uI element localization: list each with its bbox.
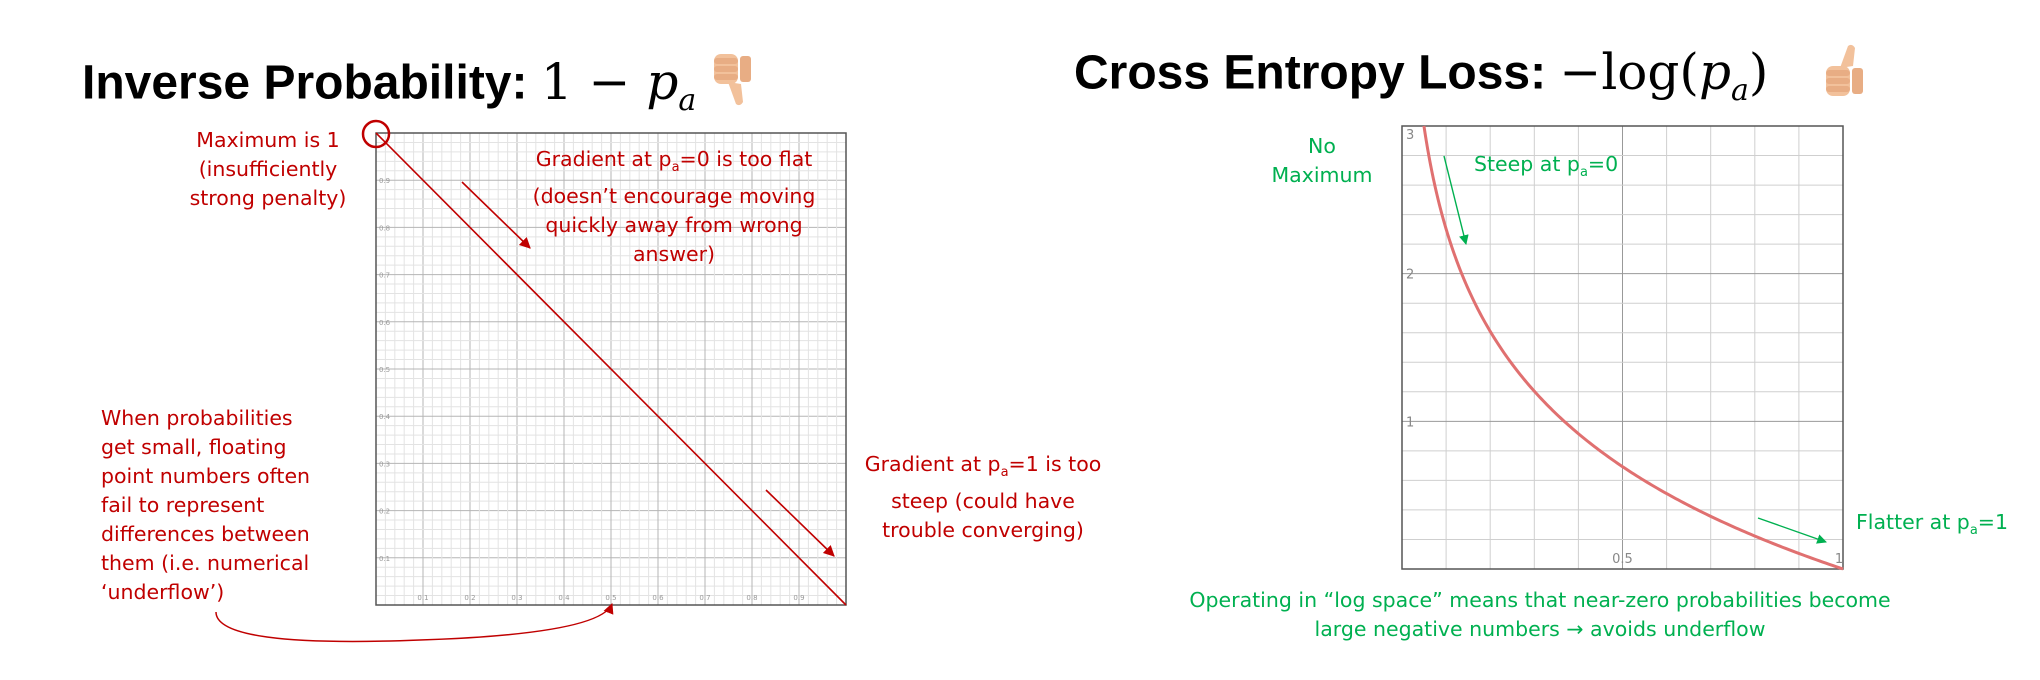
- log-space-note: Operating in “log space” means that near…: [1189, 588, 1891, 641]
- grad0-note: Gradient at pa=0 is too flat (doesn’t en…: [532, 147, 816, 267]
- grad1-note: Gradient at pa=1 is too steep (could hav…: [864, 452, 1102, 543]
- y-tick-label: 0.7: [379, 272, 390, 280]
- flatter-note: Flatter at pa=1: [1856, 510, 2009, 539]
- y-tick-label: 0.2: [379, 508, 390, 516]
- right-panel-title: Cross Entropy Loss: −log(pa): [1074, 42, 1866, 110]
- thumbs-down-icon: [710, 52, 754, 120]
- y-tick-label: 0.3: [379, 460, 390, 468]
- right-title-formula: −log(pa): [1559, 42, 1769, 108]
- maximum-highlight-circle: [361, 119, 391, 149]
- steep-arrow: [1443, 155, 1469, 245]
- left-title-formula: 1 − pa: [540, 52, 697, 118]
- right-chart-frame: [1401, 125, 1844, 570]
- y-tick-label: 0.8: [379, 224, 390, 232]
- x-tick-label: 0.5: [605, 594, 616, 602]
- x-tick-label: 0.3: [511, 594, 522, 602]
- right-title-text: Cross Entropy Loss:: [1074, 46, 1547, 100]
- left-chart-grid: [376, 133, 846, 605]
- left-panel-title: Inverse Probability: 1 − pa: [82, 52, 754, 120]
- thumbs-up-icon: [1822, 42, 1866, 110]
- x-tick-label: 0.7: [699, 594, 710, 602]
- y-tick-label: 0.4: [379, 413, 391, 421]
- right-series-curve: [1422, 125, 1844, 571]
- y-tick-label: 0.6: [379, 319, 391, 327]
- left-series-line: [375, 132, 847, 606]
- underflow-arrow: [215, 603, 614, 643]
- left-title-text: Inverse Probability:: [82, 56, 528, 110]
- y-tick-label: 3: [1406, 128, 1414, 143]
- left-chart-ticks: 0.1 0.2 0.3 0.4 0.5 0.6 0.7 0.8 0.9 0.1 0.2 0.3 0.4 0…: [379, 177, 805, 602]
- no-maximum-note: No Maximum: [1271, 134, 1373, 187]
- grad1-arrow: [765, 489, 835, 557]
- grad0-arrow: [461, 181, 531, 249]
- x-tick-label: 1: [1835, 552, 1843, 567]
- steep-note: Steep at pa=0: [1474, 152, 1619, 181]
- right-chart-grid: [1402, 126, 1843, 569]
- x-tick-label: 0.6: [652, 594, 664, 602]
- y-tick-label: 2: [1406, 268, 1414, 283]
- x-tick-label: 0.1: [417, 594, 428, 602]
- x-tick-label: 0.5: [1612, 552, 1633, 567]
- x-tick-label: 0.9: [793, 594, 804, 602]
- flatter-arrow: [1757, 517, 1827, 544]
- x-tick-label: 0.2: [464, 594, 475, 602]
- y-tick-label: 0.1: [379, 555, 390, 563]
- x-tick-label: 0.8: [746, 594, 757, 602]
- y-tick-label: 0.9: [379, 177, 390, 185]
- underflow-note: When probabilities get small, floating p…: [101, 406, 311, 604]
- right-chart-ticks: 0.5 1 1 2 3: [1406, 128, 1843, 567]
- y-tick-label: 1: [1406, 415, 1414, 430]
- x-tick-label: 0.4: [558, 594, 570, 602]
- maximum-note: Maximum is 1 (insufficiently strong pena…: [189, 128, 347, 210]
- y-tick-label: 0.5: [379, 366, 390, 374]
